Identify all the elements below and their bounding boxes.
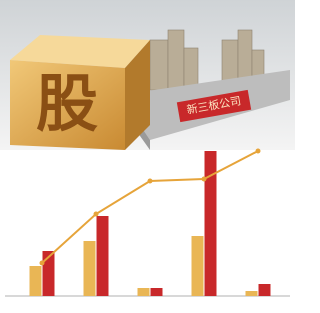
bar [151,288,163,296]
line-point [256,149,261,154]
infographic: 新三板公司 股 [0,0,295,313]
bar [138,288,150,296]
line-point [94,212,99,217]
cube-text: 股 [36,67,98,140]
bar [30,266,42,296]
line-point [40,261,45,266]
bar [97,216,109,296]
bar [259,284,271,296]
bar [192,236,204,296]
bar [246,291,258,296]
line-point [148,179,153,184]
line-point [202,177,207,182]
bar [84,241,96,296]
